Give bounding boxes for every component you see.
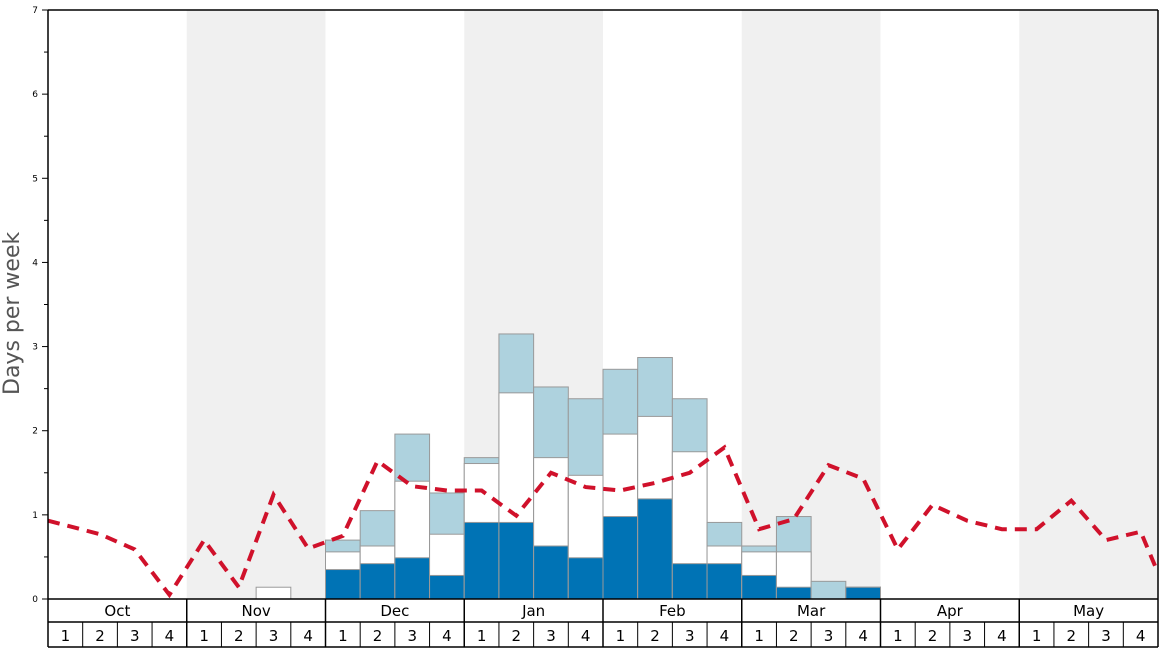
- week-label: 3: [546, 627, 556, 645]
- week-label: 1: [1032, 627, 1042, 645]
- average-line-group: [47, 444, 1160, 599]
- week-label: 4: [858, 627, 868, 645]
- x-axis: Oct 1 2 3 4 Nov 1 2 3 4 Dec 1 2 3 4 Jan 1 2 3 4 Feb 1 2 3 4 Mar 1 2…: [61, 599, 1146, 647]
- week-label: 1: [338, 627, 348, 645]
- y-axis-label: Days per week: [0, 232, 25, 395]
- y-tick-label: 5: [32, 174, 38, 184]
- bar-dark: [325, 569, 361, 600]
- week-label: 3: [407, 627, 417, 645]
- month-bands: [186, 10, 1158, 599]
- week-label: 2: [95, 627, 105, 645]
- y-tick-label: 1: [32, 511, 38, 521]
- week-label: 2: [789, 627, 799, 645]
- bar-dark: [741, 574, 777, 600]
- month-label-feb: Feb: [659, 602, 686, 620]
- bar-dark: [429, 574, 465, 600]
- week-label: 3: [1101, 627, 1111, 645]
- week-label: 2: [373, 627, 383, 645]
- y-tick-label: 3: [32, 343, 38, 353]
- bar-dark: [498, 521, 535, 600]
- y-tick-label: 0: [32, 595, 38, 605]
- week-label: 3: [962, 627, 972, 645]
- y-tick-label: 4: [32, 258, 38, 268]
- week-label: 2: [928, 627, 938, 645]
- y-tick-label: 6: [32, 90, 38, 100]
- week-label: 4: [997, 627, 1007, 645]
- week-label: 2: [1067, 627, 1077, 645]
- month-label-oct: Oct: [104, 602, 130, 620]
- bar-dark: [463, 521, 500, 600]
- month-label-jan: Jan: [521, 602, 545, 620]
- bar-dark: [602, 516, 639, 600]
- week-label: 1: [893, 627, 903, 645]
- month-label-nov: Nov: [241, 602, 270, 620]
- week-label: 1: [477, 627, 487, 645]
- week-label: 4: [303, 627, 313, 645]
- week-label: 4: [442, 627, 452, 645]
- bar-dark: [394, 557, 431, 600]
- bar-dark: [706, 563, 743, 600]
- month-label-mar: Mar: [797, 602, 826, 620]
- week-label: 2: [650, 627, 660, 645]
- bar-dark: [533, 545, 569, 600]
- y-ticks: 0 1 2 3 4 5 6 7: [32, 6, 48, 605]
- week-label: 1: [754, 627, 764, 645]
- bar-dark: [845, 586, 881, 600]
- week-label: 1: [616, 627, 626, 645]
- week-label: 1: [199, 627, 209, 645]
- month-band-mar: [741, 10, 881, 599]
- bar-dark: [359, 563, 396, 600]
- week-label: 3: [824, 627, 834, 645]
- week-label: 2: [512, 627, 522, 645]
- week-label: 3: [130, 627, 140, 645]
- bar-light: [810, 580, 847, 600]
- average-line: [47, 444, 1160, 599]
- month-label-may: May: [1073, 602, 1104, 620]
- week-label: 4: [1136, 627, 1146, 645]
- bar-dark: [637, 498, 673, 600]
- week-label: 1: [61, 627, 71, 645]
- bar-dark: [567, 557, 604, 600]
- month-band-nov: [186, 10, 326, 599]
- week-label: 4: [165, 627, 175, 645]
- bar-dark: [775, 586, 812, 600]
- week-label: 4: [720, 627, 730, 645]
- y-tick-label: 7: [32, 6, 38, 16]
- week-label: 4: [581, 627, 591, 645]
- month-band-may: [1019, 10, 1158, 599]
- bar-dark: [671, 563, 708, 600]
- y-tick-label: 2: [32, 427, 38, 437]
- month-label-dec: Dec: [380, 602, 409, 620]
- week-label: 3: [685, 627, 695, 645]
- week-label: 3: [269, 627, 279, 645]
- month-label-apr: Apr: [937, 602, 964, 620]
- bar-white: [255, 586, 292, 600]
- week-label: 2: [234, 627, 244, 645]
